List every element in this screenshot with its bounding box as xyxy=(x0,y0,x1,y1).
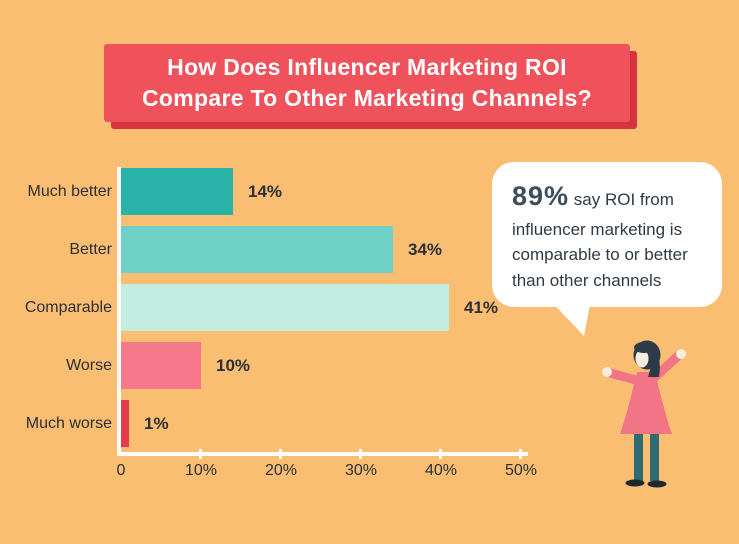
category-label: Much better xyxy=(27,183,112,200)
title-banner: How Does Influencer Marketing ROI Compar… xyxy=(104,44,630,122)
axis-tick-mark xyxy=(519,449,522,459)
value-label: 14% xyxy=(248,182,283,201)
x-axis-line xyxy=(117,452,528,456)
bar xyxy=(121,226,393,273)
callout-text: 89% say ROI from influencer marketing is… xyxy=(512,176,708,293)
woman-shoe-right xyxy=(647,480,667,488)
title-line-2: Compare To Other Marketing Channels? xyxy=(142,85,592,111)
woman-hand-left xyxy=(602,367,612,377)
x-axis-tick-label: 50% xyxy=(504,462,538,479)
x-axis-tick-label: 20% xyxy=(264,462,298,479)
category-label: Much worse xyxy=(25,415,112,432)
callout-body-text: say ROI from influencer marketing is com… xyxy=(512,190,688,290)
value-label: 41% xyxy=(464,298,499,317)
axis-tick-mark xyxy=(359,449,362,459)
woman-head xyxy=(633,340,661,377)
title-line-1: How Does Influencer Marketing ROI xyxy=(167,54,567,81)
category-label: Comparable xyxy=(24,299,112,316)
callout-stat: 89% xyxy=(512,181,570,211)
bar xyxy=(121,284,449,331)
axis-tick-mark xyxy=(439,449,442,459)
bar xyxy=(121,400,129,447)
woman-face xyxy=(635,349,649,368)
woman-dress xyxy=(620,372,672,434)
x-axis-tick-label: 0 xyxy=(116,462,126,479)
value-label: 1% xyxy=(144,414,169,433)
x-axis-tick-label: 40% xyxy=(424,462,458,479)
woman-hand-right xyxy=(676,349,686,359)
woman-shoe-left xyxy=(625,479,645,487)
x-axis-tick-label: 10% xyxy=(184,462,218,479)
bar xyxy=(121,168,233,215)
axis-tick-mark xyxy=(279,449,282,459)
callout-bubble: 89% say ROI from influencer marketing is… xyxy=(492,162,722,307)
bar xyxy=(121,342,201,389)
value-label: 10% xyxy=(216,356,251,375)
y-axis-line xyxy=(117,167,121,456)
value-label: 34% xyxy=(408,240,443,259)
category-label: Better xyxy=(69,241,112,258)
woman-illustration xyxy=(602,340,686,488)
category-label: Worse xyxy=(66,357,112,374)
axis-tick-mark xyxy=(199,449,202,459)
x-axis-tick-label: 30% xyxy=(344,462,378,479)
woman-legs xyxy=(625,431,667,488)
